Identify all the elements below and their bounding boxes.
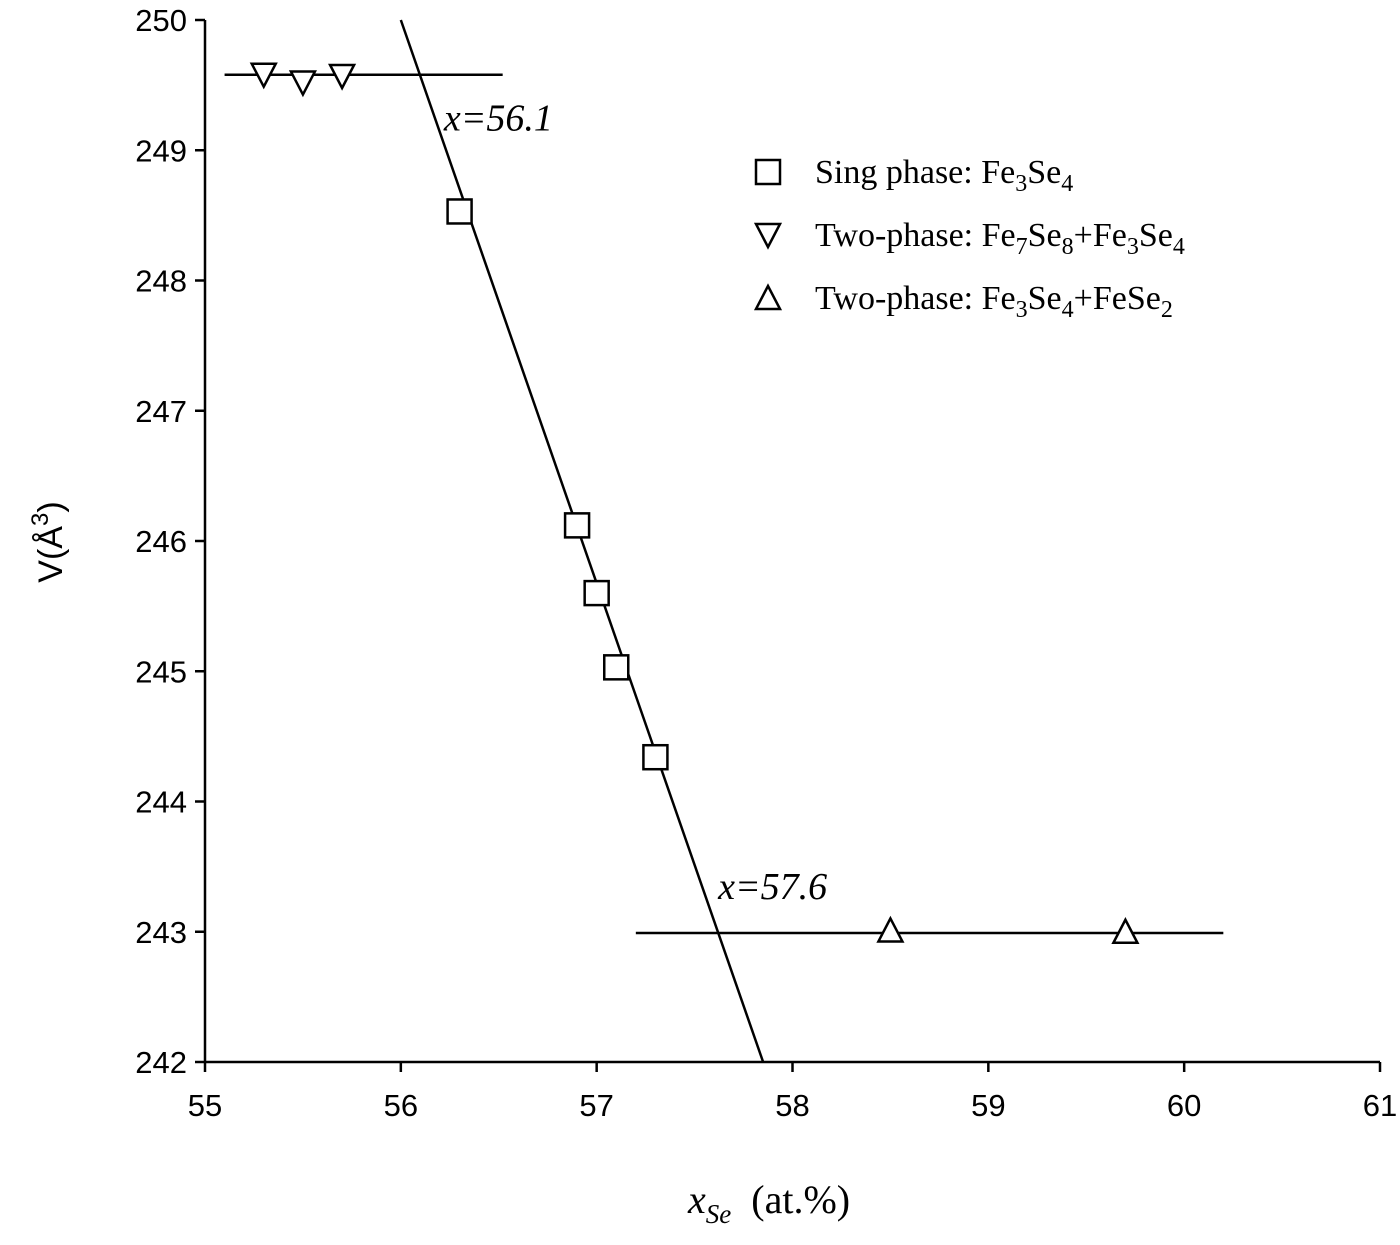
data-point-triangle-up	[1111, 917, 1140, 944]
legend-marker-triangle-down	[753, 222, 783, 250]
data-point-square	[563, 512, 591, 539]
annotations: x=56.1 x=57.6	[443, 98, 827, 908]
data-point-triangle-down	[249, 62, 278, 90]
y-tick-label: 247	[135, 394, 187, 429]
y-axis-title-group: V(Å3)	[27, 501, 70, 582]
legend-marker-triangle-up	[753, 283, 783, 311]
axis-titles: xSe (at.%) V(Å3)	[27, 501, 850, 1229]
data-point-triangle-down	[328, 63, 357, 91]
legend: Sing phase: Fe3Se4 Two-phase: Fe7Se8+Fe3S…	[753, 154, 1185, 323]
annotation-label: x=56.1	[443, 98, 553, 140]
legend-label: Two-phase: Fe7Se8+Fe3Se4	[815, 217, 1185, 260]
y-tick-label: 246	[135, 524, 187, 559]
y-tick-label: 244	[135, 785, 187, 820]
x-tick-label: 56	[384, 1088, 418, 1123]
data-point-triangle-down	[288, 70, 317, 98]
x-tick-label: 58	[775, 1088, 809, 1123]
y-tick-label: 243	[135, 915, 187, 950]
y-tick-label: 248	[135, 264, 187, 299]
data-markers	[249, 62, 1140, 944]
y-tick-label: 245	[135, 654, 187, 689]
x-tick-label: 60	[1167, 1088, 1201, 1123]
data-point-square	[583, 579, 610, 607]
legend-label: Sing phase: Fe3Se4	[815, 154, 1073, 197]
y-tick-label: 249	[135, 133, 187, 168]
data-point-triangle-up	[876, 915, 905, 943]
y-axis-title: V(Å3)	[27, 501, 70, 582]
data-point-square	[603, 654, 630, 681]
fit-line	[399, 19, 765, 1063]
legend-label: Two-phase: Fe3Se4+FeSe2	[815, 280, 1173, 323]
x-tick-label: 55	[188, 1088, 222, 1123]
x-tick-label: 57	[579, 1088, 613, 1123]
data-point-square	[446, 198, 473, 225]
x-tick-label: 59	[971, 1088, 1005, 1123]
annotation-label: x=57.6	[717, 866, 827, 908]
y-tick-label: 242	[135, 1045, 187, 1080]
data-point-square	[642, 743, 669, 771]
x-axis-title: xSe (at.%)	[687, 1177, 850, 1229]
legend-marker-square	[754, 158, 782, 186]
x-tick-label: 61	[1363, 1088, 1397, 1123]
axis-ticks: 55 56 57 58 59 60 61 242 243 244 245 246 247 248 249 25…	[135, 3, 1397, 1123]
y-tick-label: 250	[135, 3, 187, 38]
